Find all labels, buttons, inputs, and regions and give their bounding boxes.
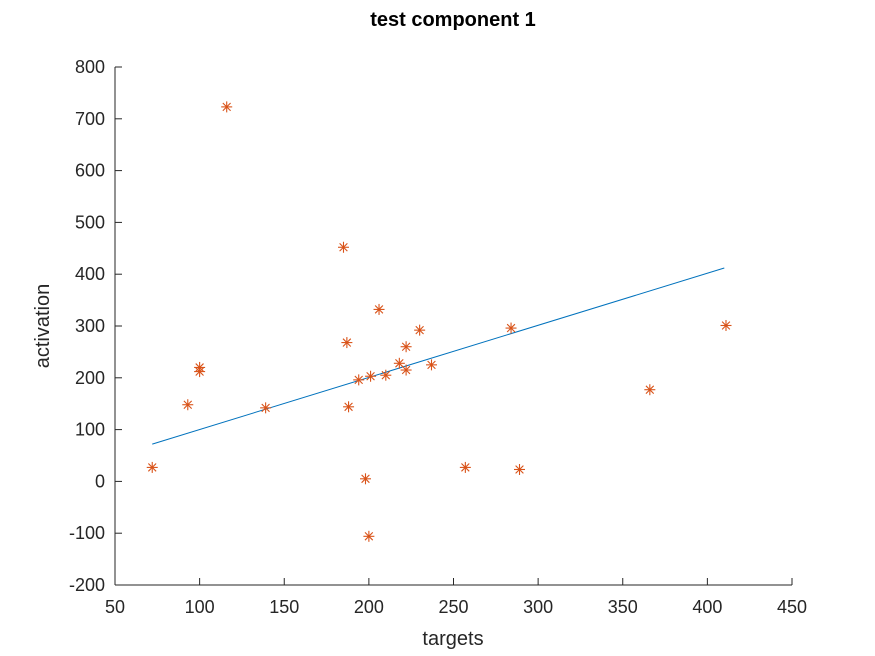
y-tick-label: 400 — [75, 264, 105, 284]
x-tick-label: 100 — [185, 597, 215, 617]
data-point — [393, 357, 405, 369]
data-point — [260, 402, 272, 414]
x-tick-label: 250 — [438, 597, 468, 617]
y-tick-label: 600 — [75, 161, 105, 181]
fit-line — [152, 267, 725, 445]
chart-title: test component 1 — [370, 9, 536, 31]
x-axis-title: targets — [422, 628, 483, 650]
data-point — [146, 461, 158, 473]
x-tick-label: 400 — [692, 597, 722, 617]
fit-line-group — [152, 267, 725, 445]
data-points — [146, 101, 732, 542]
x-tick-label: 300 — [523, 597, 553, 617]
data-point — [414, 324, 426, 336]
y-tick-label: -100 — [69, 523, 105, 543]
data-point — [400, 341, 412, 353]
y-tick-label: -200 — [69, 575, 105, 595]
y-tick-label: 300 — [75, 316, 105, 336]
data-point — [400, 364, 412, 376]
data-point — [373, 303, 385, 315]
x-tick-label: 50 — [105, 597, 125, 617]
y-tick-label: 500 — [75, 212, 105, 232]
data-point — [337, 241, 349, 253]
data-point — [380, 369, 392, 381]
data-point — [221, 101, 233, 113]
axes: 50 100 150 200 250 300 350 400 450 -200 -100 0 100 20… — [69, 57, 807, 617]
x-tick-label: 200 — [354, 597, 384, 617]
x-tick-label: 150 — [269, 597, 299, 617]
data-point — [363, 530, 375, 542]
data-point — [365, 370, 377, 382]
x-tick-label: 350 — [608, 597, 638, 617]
data-point — [182, 399, 194, 411]
data-point — [341, 337, 353, 349]
data-point — [194, 366, 206, 378]
data-point — [505, 322, 517, 334]
data-point — [343, 401, 355, 413]
x-tick-label: 450 — [777, 597, 807, 617]
data-point — [353, 374, 365, 386]
data-point — [514, 463, 526, 475]
data-point — [425, 359, 437, 371]
data-point — [644, 384, 656, 396]
y-tick-label: 800 — [75, 57, 105, 77]
y-axis-title: activation — [32, 284, 54, 369]
y-tick-label: 100 — [75, 420, 105, 440]
data-point — [359, 473, 371, 485]
y-tick-label: 0 — [95, 471, 105, 491]
y-tick-label: 200 — [75, 368, 105, 388]
data-point — [720, 319, 732, 331]
y-tick-label: 700 — [75, 109, 105, 129]
data-point — [459, 461, 471, 473]
